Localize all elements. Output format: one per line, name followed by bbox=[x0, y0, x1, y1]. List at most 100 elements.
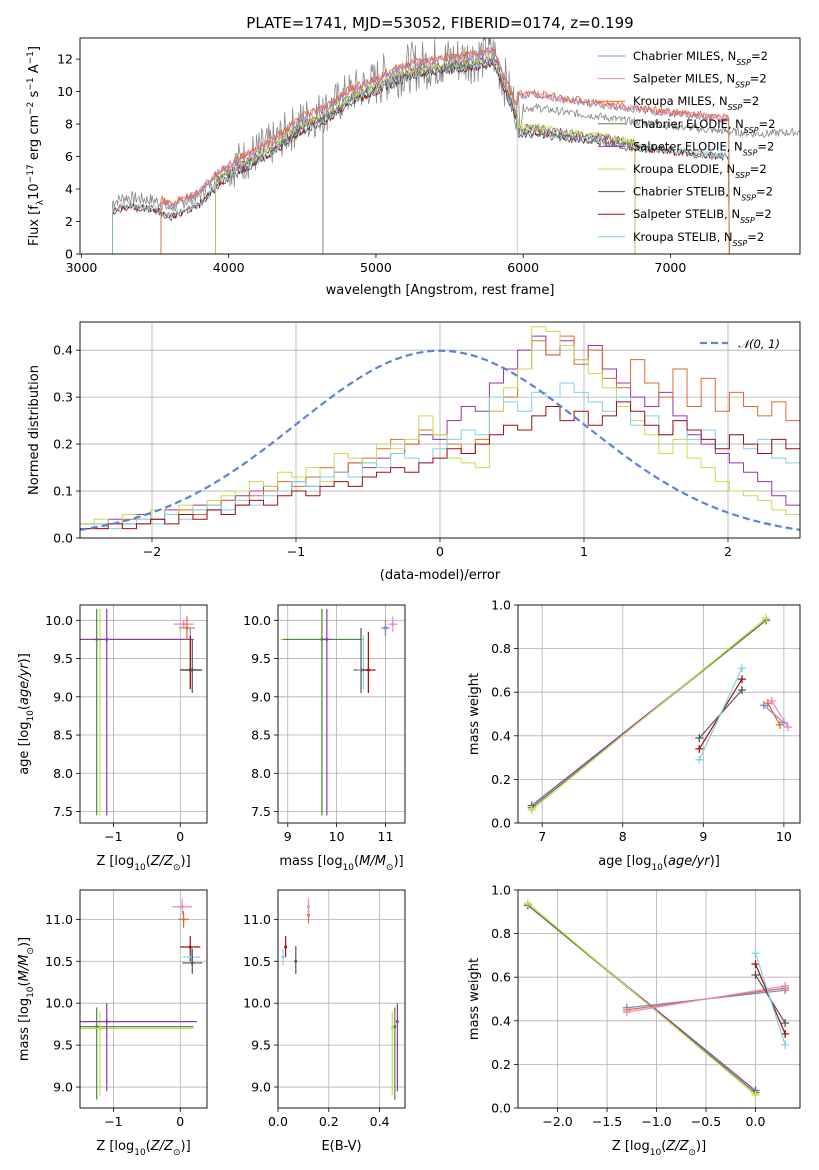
data-point bbox=[325, 637, 329, 641]
data-marker bbox=[781, 1040, 790, 1049]
x-tick-label: 0.4 bbox=[370, 1114, 390, 1129]
x-tick-label: 0.0 bbox=[746, 1114, 766, 1129]
y-tick-label: 0.0 bbox=[491, 1101, 511, 1116]
data-point bbox=[294, 959, 298, 963]
y-tick-label: 1.0 bbox=[491, 598, 511, 613]
legend-label: Salpeter MILES, NSSP=2 bbox=[633, 72, 767, 90]
data-marker bbox=[767, 696, 776, 705]
y-tick-label: 0.1 bbox=[53, 484, 73, 499]
y-tick-label: 4 bbox=[65, 182, 73, 197]
y-tick-label: 0.2 bbox=[491, 1057, 511, 1072]
y-tick-label: 12 bbox=[57, 52, 73, 67]
x-tick-label: 5000 bbox=[360, 260, 392, 275]
y-tick-label: 0.8 bbox=[491, 641, 511, 656]
legend-label: Salpeter STELIB, NSSP=2 bbox=[633, 207, 772, 225]
axes-frame bbox=[517, 889, 801, 1109]
y-axis-label: mass weight bbox=[467, 958, 482, 1040]
data-marker bbox=[762, 614, 771, 623]
data-point bbox=[391, 622, 395, 626]
axes-frame bbox=[79, 889, 208, 1109]
axes-age-vs-Z: −1 0 7.5 8.0 8.5 9.0 9.5 10.0 Z [log10(Z/Z⊙)] age… bbox=[17, 604, 208, 873]
x-tick-label: 0.2 bbox=[319, 1114, 339, 1129]
y-tick-label: 9.5 bbox=[251, 651, 271, 666]
data-marker bbox=[695, 733, 704, 742]
data-point bbox=[182, 622, 186, 626]
data-point bbox=[190, 668, 194, 672]
model-line bbox=[215, 54, 636, 254]
y-axis-label: mass weight bbox=[467, 673, 482, 755]
axes-mass-weight-vs-Z: −2.0 −1.5 −1.0 −0.5 0.0 0.0 0.2 0.4 0.6 0.8 1.0 Z [… bbox=[467, 883, 801, 1158]
y-tick-label: 10.5 bbox=[243, 954, 271, 969]
y-tick-label: 8.5 bbox=[53, 728, 73, 743]
data-marker bbox=[781, 1018, 790, 1027]
data-marker bbox=[751, 971, 760, 980]
data-point bbox=[185, 626, 189, 630]
x-tick-label: −1 bbox=[104, 829, 122, 844]
x-tick-label: 8 bbox=[619, 829, 627, 844]
figure-title: PLATE=1741, MJD=53052, FIBERID=0174, z=0… bbox=[246, 14, 633, 32]
y-axis-label: Flux [fλ10−17 erg cm−2 s−1 A−1] bbox=[26, 46, 46, 246]
y-axis-label: Normed distribution bbox=[27, 365, 42, 495]
x-tick-label: 9 bbox=[699, 829, 707, 844]
data-marker bbox=[751, 960, 760, 969]
y-tick-label: 0.6 bbox=[491, 685, 511, 700]
model-line bbox=[215, 55, 636, 254]
series-line bbox=[626, 985, 786, 1013]
data-point bbox=[281, 955, 285, 959]
model-line bbox=[111, 60, 730, 254]
x-tick-label: −2.0 bbox=[542, 1114, 572, 1129]
data-marker bbox=[622, 1008, 631, 1017]
data-marker bbox=[783, 723, 792, 732]
x-tick-label: 0 bbox=[176, 1114, 184, 1129]
legend-label: Chabrier ELODIE, NSSP=2 bbox=[633, 117, 775, 135]
data-point bbox=[190, 961, 194, 965]
data-point bbox=[95, 1025, 99, 1029]
y-tick-label: 1.0 bbox=[491, 883, 511, 898]
x-tick-label: 2 bbox=[724, 544, 732, 559]
y-tick-label: 0.0 bbox=[491, 816, 511, 831]
y-tick-label: 8.0 bbox=[251, 766, 271, 781]
y-tick-label: 6 bbox=[65, 149, 73, 164]
y-tick-label: 8.0 bbox=[53, 766, 73, 781]
x-axis-label: E(B-V) bbox=[321, 1139, 361, 1154]
series-line bbox=[754, 953, 786, 1045]
data-marker bbox=[775, 720, 784, 729]
axes-spectrum: 3000 4000 5000 6000 7000 0 2 4 6 8 10 12 wavelength … bbox=[26, 37, 801, 298]
y-tick-label: 9.0 bbox=[251, 689, 271, 704]
data-marker bbox=[527, 805, 536, 814]
y-tick-label: 0.4 bbox=[491, 728, 511, 743]
y-tick-label: 7.5 bbox=[251, 804, 271, 819]
model-line bbox=[215, 55, 636, 254]
axes-mass-vs-Z: −1 0 9.0 9.5 10.0 10.5 11.0 Z [log10(Z/Z⊙)] mass… bbox=[17, 889, 208, 1158]
axes-frame bbox=[79, 37, 801, 255]
data-marker bbox=[695, 744, 704, 753]
x-tick-label: 7000 bbox=[655, 260, 687, 275]
axes-mass-weight-vs-age: 7 8 9 10 0.0 0.2 0.4 0.6 0.8 1.0 age [log10(age/yr… bbox=[467, 598, 801, 873]
legend-label: 𝒩(0, 1) bbox=[738, 337, 780, 351]
x-tick-label: −0.5 bbox=[691, 1114, 721, 1129]
y-tick-label: 9.5 bbox=[251, 1038, 271, 1053]
x-tick-label: 1 bbox=[580, 544, 588, 559]
x-tick-label: −1.5 bbox=[592, 1114, 622, 1129]
axes-frame bbox=[517, 604, 801, 824]
data-point bbox=[383, 626, 387, 630]
data-marker bbox=[751, 1090, 760, 1099]
x-tick-label: 6000 bbox=[507, 260, 539, 275]
x-tick-label: 10 bbox=[776, 829, 792, 844]
y-tick-label: 10.0 bbox=[45, 996, 73, 1011]
y-tick-label: 10.0 bbox=[243, 996, 271, 1011]
y-tick-label: 11.0 bbox=[243, 912, 271, 927]
data-point bbox=[284, 945, 288, 949]
model-line bbox=[111, 60, 730, 254]
legend-label: Kroupa MILES, NSSP=2 bbox=[633, 94, 759, 112]
data-marker bbox=[751, 949, 760, 958]
data-point bbox=[390, 1026, 394, 1030]
x-tick-label: −2 bbox=[143, 544, 161, 559]
x-tick-label: 3000 bbox=[66, 260, 98, 275]
data-marker bbox=[763, 699, 772, 708]
data-point bbox=[98, 1026, 102, 1030]
x-axis-label: Z [log10(Z/Z⊙)] bbox=[96, 1139, 190, 1158]
data-point bbox=[366, 668, 370, 672]
x-tick-label: 10 bbox=[329, 829, 345, 844]
